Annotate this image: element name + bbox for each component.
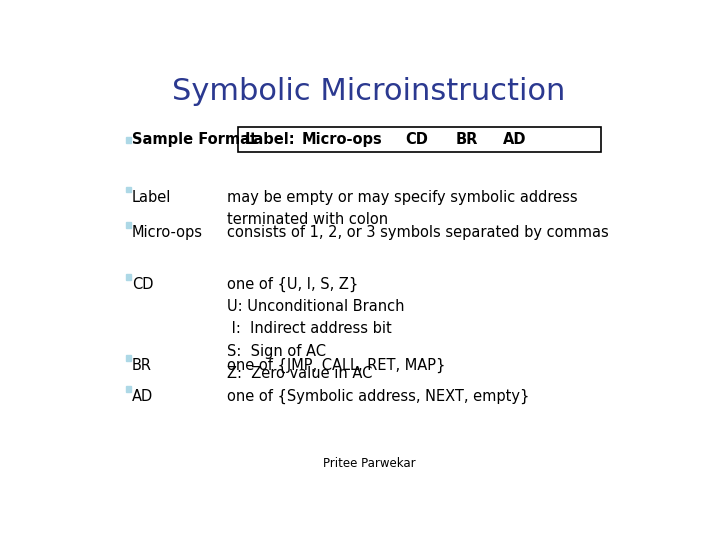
Text: BR: BR <box>456 132 478 147</box>
Text: Sample Format: Sample Format <box>132 132 257 147</box>
Text: AD: AD <box>503 132 526 147</box>
Text: one of {JMP, CALL, RET, MAP}: one of {JMP, CALL, RET, MAP} <box>227 358 445 373</box>
Bar <box>126 187 131 192</box>
Text: Label:: Label: <box>245 132 296 147</box>
Text: may be empty or may specify symbolic address
terminated with colon: may be empty or may specify symbolic add… <box>227 190 577 227</box>
Text: one of {Symbolic address, NEXT, empty}: one of {Symbolic address, NEXT, empty} <box>227 389 529 404</box>
Text: Symbolic Microinstruction: Symbolic Microinstruction <box>172 77 566 106</box>
Bar <box>126 222 131 228</box>
Text: one of {U, I, S, Z}
U: Unconditional Branch
 I:  Indirect address bit
S:  Sign o: one of {U, I, S, Z} U: Unconditional Bra… <box>227 277 404 381</box>
FancyBboxPatch shape <box>238 127 600 152</box>
Bar <box>126 355 131 361</box>
Text: Pritee Parwekar: Pritee Parwekar <box>323 457 415 470</box>
Text: consists of 1, 2, or 3 symbols separated by commas: consists of 1, 2, or 3 symbols separated… <box>227 225 608 240</box>
Text: BR: BR <box>132 358 152 373</box>
Text: Label: Label <box>132 190 171 205</box>
Text: Micro-ops: Micro-ops <box>302 132 383 147</box>
Bar <box>126 274 131 280</box>
Bar <box>126 386 131 392</box>
Text: CD: CD <box>132 277 153 292</box>
Bar <box>126 137 131 143</box>
Text: CD: CD <box>405 132 428 147</box>
Text: Micro-ops: Micro-ops <box>132 225 203 240</box>
Text: AD: AD <box>132 389 153 404</box>
